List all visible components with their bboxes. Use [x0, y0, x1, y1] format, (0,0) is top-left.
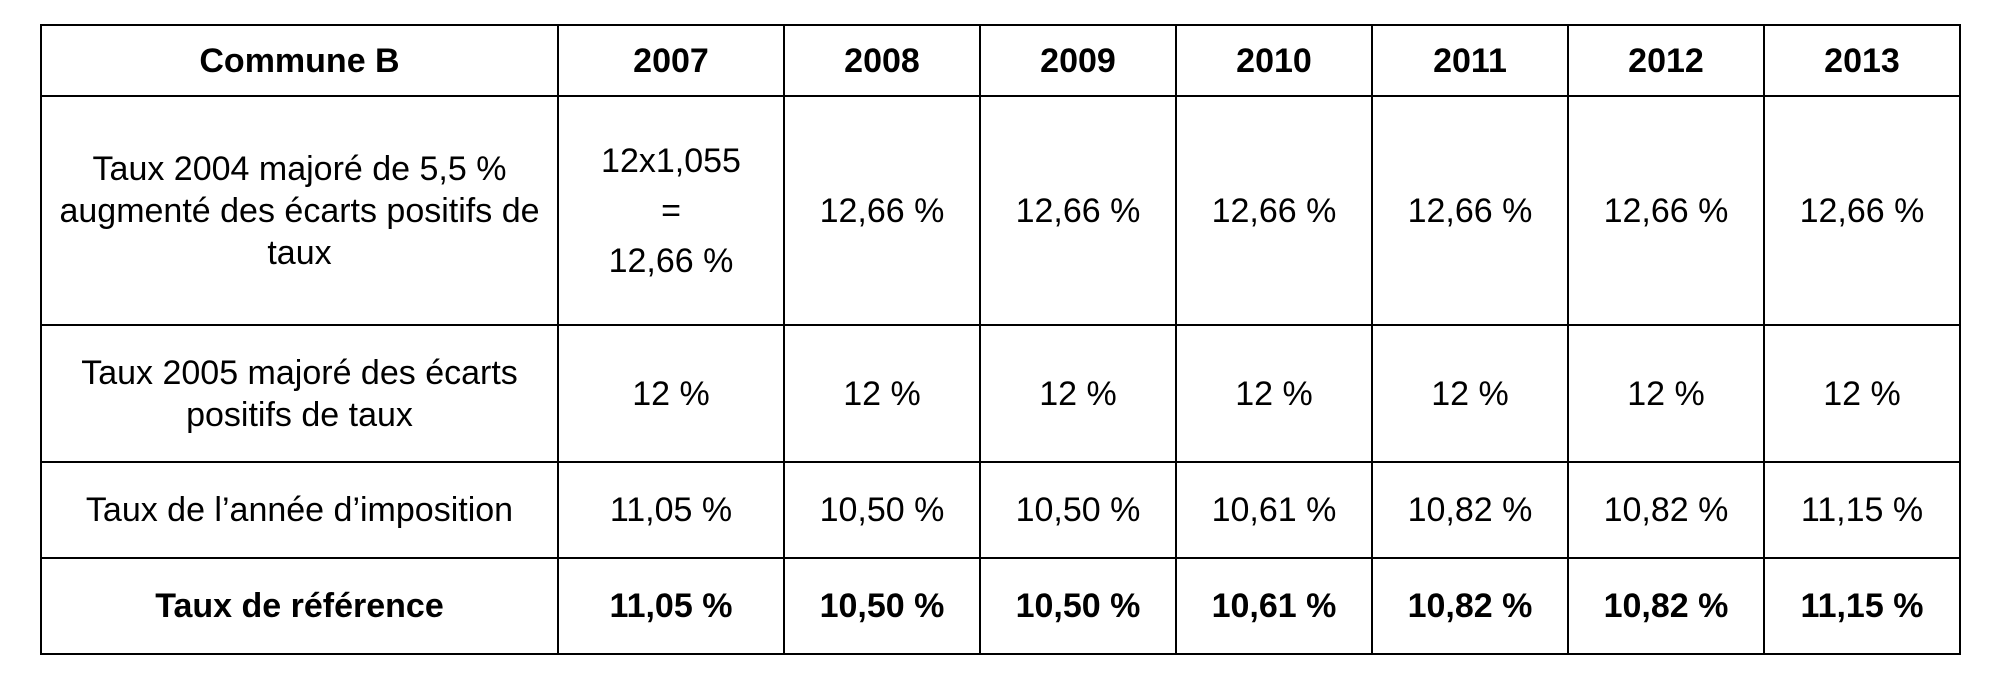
table-cell: 10,82 % — [1567, 461, 1765, 559]
table-row: Taux de l’année d’imposition 11,05 % 10,… — [40, 461, 1961, 559]
table-cell: 10,50 % — [979, 557, 1177, 655]
table-header-row: Commune B 2007 2008 2009 2010 2011 2012 … — [40, 24, 1961, 97]
table-cell: 12,66 % — [1763, 95, 1961, 326]
table-cell: 12,66 % — [979, 95, 1177, 326]
header-year: 2007 — [557, 24, 785, 97]
table-cell: 10,50 % — [783, 557, 981, 655]
header-year: 2011 — [1371, 24, 1569, 97]
table-cell: 12,66 % — [1175, 95, 1373, 326]
table-cell: 10,50 % — [783, 461, 981, 559]
calculation-line: 12,66 % — [608, 241, 734, 280]
table-cell: 12,66 % — [783, 95, 981, 326]
calculation-line: = — [661, 191, 681, 230]
row-label: Taux 2004 majoré de 5,5 % augmenté des é… — [40, 95, 559, 326]
table-cell: 11,05 % — [557, 461, 785, 559]
table-cell: 11,15 % — [1763, 461, 1961, 559]
table-cell: 10,82 % — [1371, 557, 1569, 655]
calculation-line: 12x1,055 — [601, 141, 741, 180]
table-row-total: Taux de référence 11,05 % 10,50 % 10,50 … — [40, 557, 1961, 655]
header-year: 2010 — [1175, 24, 1373, 97]
row-label: Taux de référence — [40, 557, 559, 655]
rates-table: Commune B 2007 2008 2009 2010 2011 2012 … — [40, 24, 1961, 655]
table-cell: 12,66 % — [1567, 95, 1765, 326]
table-cell: 12,66 % — [1371, 95, 1569, 326]
table-cell: 10,82 % — [1567, 557, 1765, 655]
header-year: 2009 — [979, 24, 1177, 97]
header-year: 2012 — [1567, 24, 1765, 97]
table-cell: 11,05 % — [557, 557, 785, 655]
table-cell: 12 % — [1371, 324, 1569, 463]
header-commune-label: Commune B — [40, 24, 559, 97]
table-cell: 11,15 % — [1763, 557, 1961, 655]
table-cell: 12 % — [783, 324, 981, 463]
table-cell: 10,50 % — [979, 461, 1177, 559]
row-label: Taux 2005 majoré des écarts positifs de … — [40, 324, 559, 463]
header-year: 2008 — [783, 24, 981, 97]
table-cell: 12 % — [557, 324, 785, 463]
table-cell: 12 % — [1763, 324, 1961, 463]
table-cell-calculation: 12x1,055 = 12,66 % — [557, 95, 785, 326]
table-cell: 12 % — [1567, 324, 1765, 463]
table-cell: 12 % — [979, 324, 1177, 463]
table-cell: 10,82 % — [1371, 461, 1569, 559]
table-row: Taux 2005 majoré des écarts positifs de … — [40, 324, 1961, 463]
header-year: 2013 — [1763, 24, 1961, 97]
row-label: Taux de l’année d’imposition — [40, 461, 559, 559]
table-cell: 10,61 % — [1175, 557, 1373, 655]
table-cell: 10,61 % — [1175, 461, 1373, 559]
table-row: Taux 2004 majoré de 5,5 % augmenté des é… — [40, 95, 1961, 326]
table-cell: 12 % — [1175, 324, 1373, 463]
